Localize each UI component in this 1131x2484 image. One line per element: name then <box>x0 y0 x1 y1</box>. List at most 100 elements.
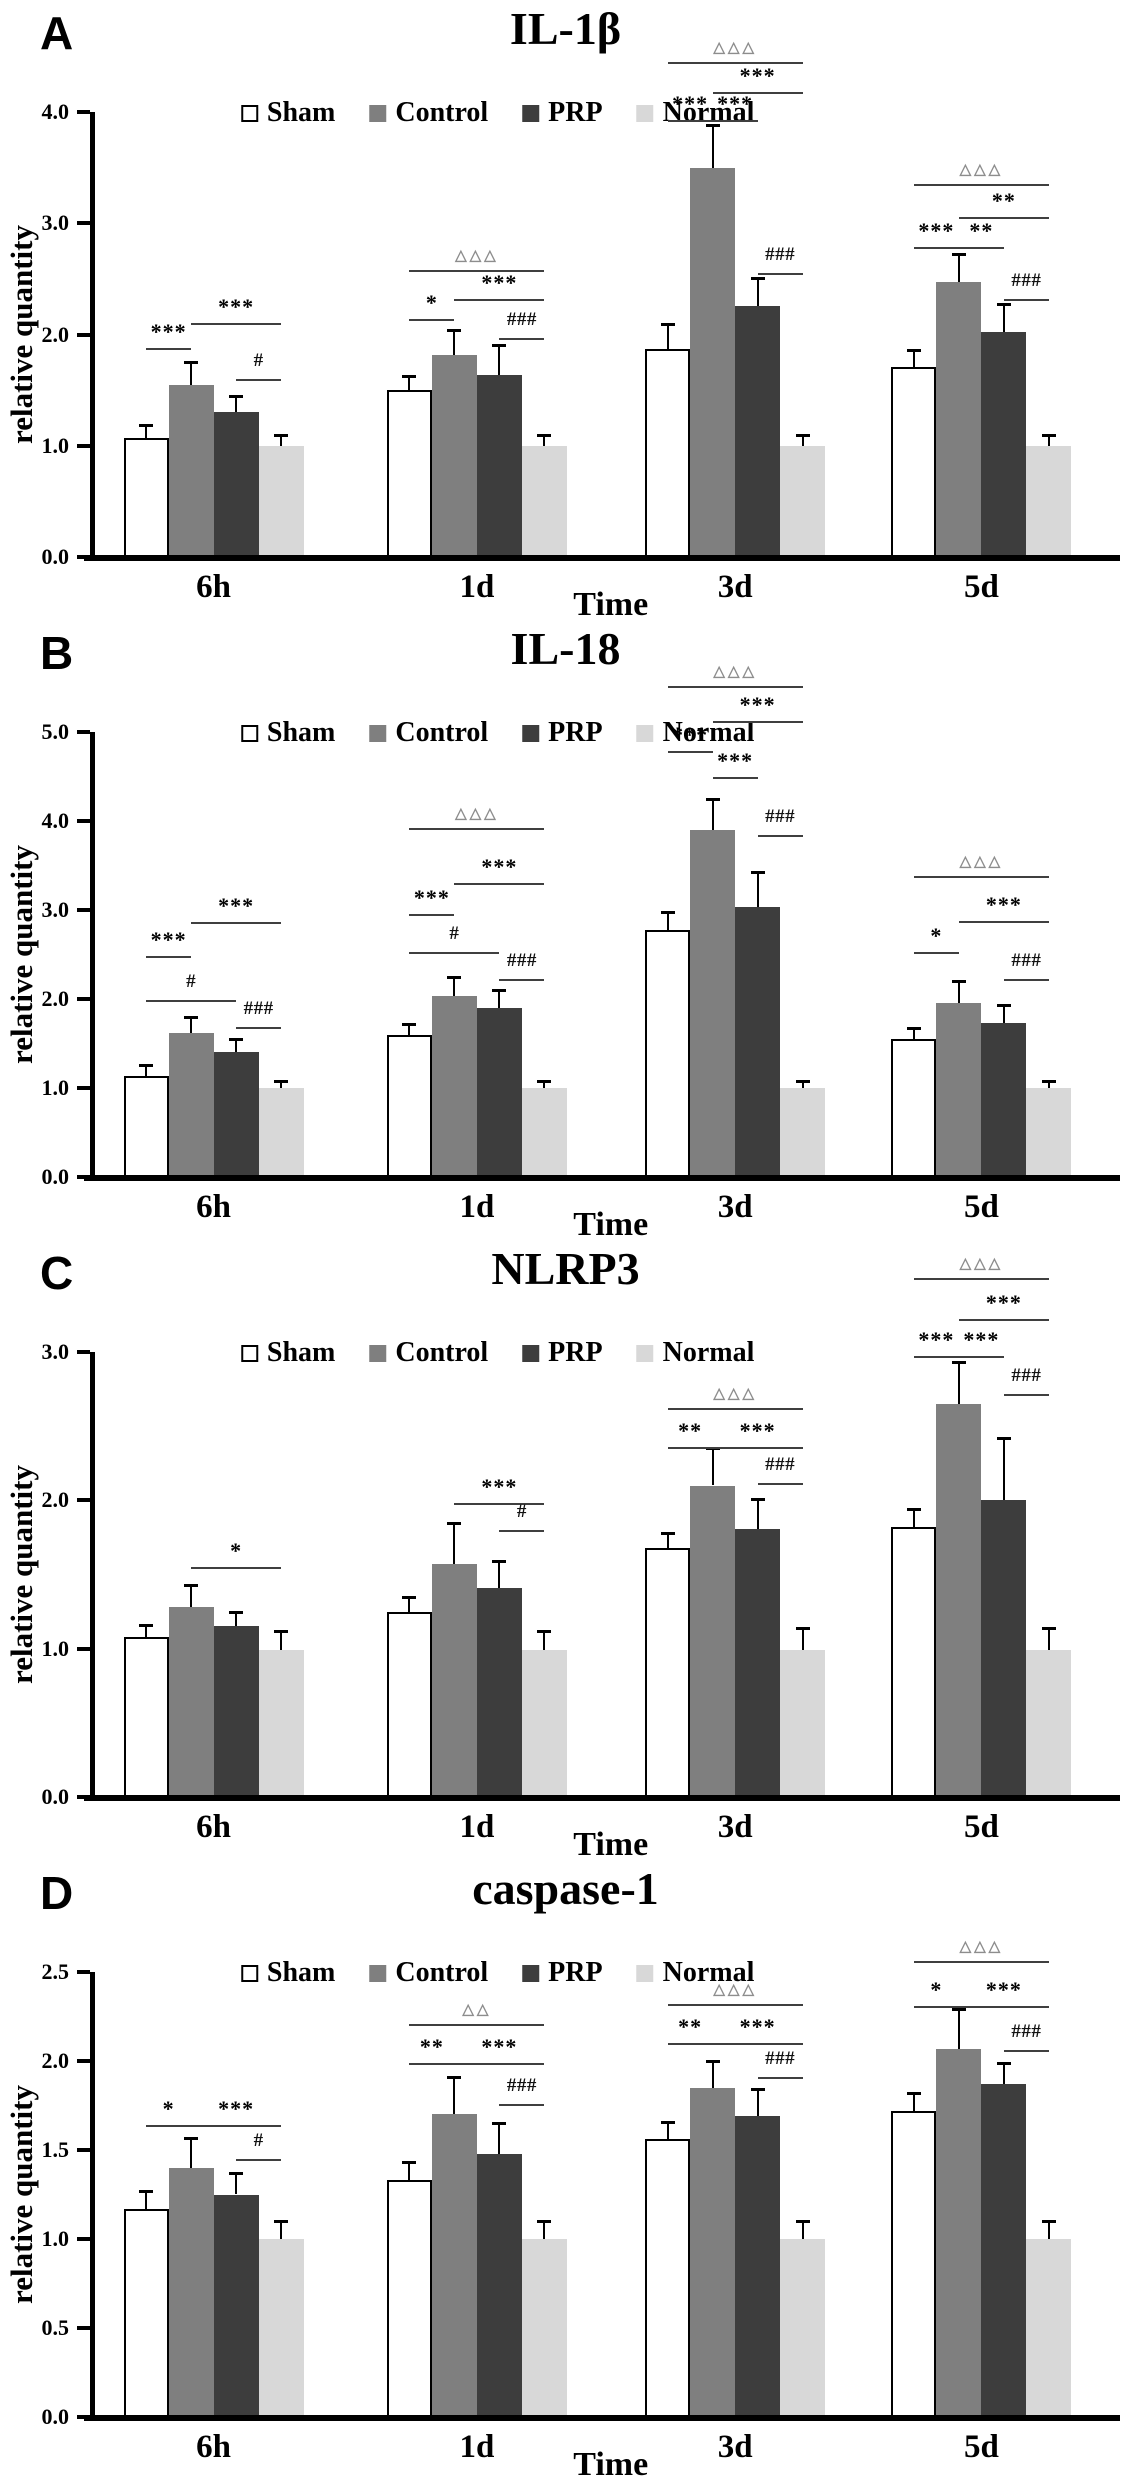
y-axis-tick-label: 4.0 <box>41 99 70 124</box>
error-bar-prp-5d <box>1002 304 1005 333</box>
y-axis-tick-label: 1.0 <box>41 1075 70 1100</box>
panel-B: B IL-18 relative quantity Sham Control PRP… <box>0 620 1131 1243</box>
significance-bracket <box>757 1482 803 1485</box>
error-bar-sham-5d <box>912 350 915 367</box>
legend-label: Sham <box>266 1337 336 1368</box>
significance-bracket <box>667 61 803 64</box>
error-bar-normal-6h <box>280 434 283 446</box>
y-axis-tick-label: 2.0 <box>41 2048 70 2073</box>
significance-bracket <box>499 337 545 340</box>
panel-letter: C <box>40 1247 74 1299</box>
bar-control-6h <box>168 1607 214 1797</box>
bar-normal-1d <box>521 445 567 557</box>
significance-label: * <box>930 1976 943 2002</box>
error-bar-cap <box>447 1521 462 1525</box>
legend-label: Control <box>395 717 489 748</box>
legend-label: PRP <box>548 1957 603 1988</box>
bar-control-3d <box>690 829 736 1177</box>
bar-control-1d <box>431 2114 477 2417</box>
significance-bracket <box>757 835 803 838</box>
significance-bracket <box>236 1026 282 1029</box>
significance-bracket <box>958 2005 1049 2008</box>
significance-label: *** <box>672 721 709 747</box>
error-bar-cap <box>705 797 720 801</box>
legend-label: Control <box>395 1957 489 1988</box>
plot-area: 0.0 1.0 2.0 3.0 4.0 5.0 *** # *** ### *** # *** ### △△… <box>42 664 1100 1225</box>
error-bar-normal-6h <box>280 1080 283 1088</box>
bar-sham-6h <box>123 2208 169 2417</box>
x-tick-label-5d: 5d <box>963 2429 999 2465</box>
y-axis-tick <box>77 332 90 337</box>
error-bar-cap <box>906 349 921 353</box>
error-bar-sham-1d <box>408 2162 411 2181</box>
significance-bracket <box>499 1530 545 1532</box>
error-bar-cap <box>795 2220 810 2224</box>
error-bar-prp-6h <box>235 1611 238 1627</box>
legend-label: Normal <box>662 1957 755 1988</box>
bar-normal-5d <box>1026 1650 1072 1797</box>
plot-area: 0.0 1.0 2.0 3.0 4.0 *** *** # ### * *** △△△ ### *** **… <box>42 40 1100 605</box>
bar-normal-5d <box>1026 445 1072 557</box>
significance-label: *** <box>918 1327 955 1353</box>
bar-prp-5d <box>981 2084 1027 2417</box>
bar-control-6h <box>168 384 214 557</box>
error-bar-control-5d <box>957 2009 960 2049</box>
x-axis-line <box>84 1795 1120 1801</box>
significance-label: *** <box>739 1417 776 1443</box>
significance-label: ** <box>969 217 994 243</box>
significance-bracket <box>454 2062 545 2065</box>
error-bar-sham-5d <box>912 1028 915 1040</box>
significance-label: *** <box>150 927 187 953</box>
panel-D: D caspase-1 relative quantity Sham Contro… <box>0 1860 1131 2483</box>
error-bar-prp-1d <box>498 1561 501 1588</box>
bar-prp-5d <box>981 332 1027 557</box>
panel-title: caspase-1 <box>472 1863 659 1914</box>
error-bar-cap <box>447 329 462 333</box>
y-axis-tick <box>77 908 90 912</box>
significance-bracket <box>454 298 545 301</box>
bar-prp-1d <box>476 374 522 557</box>
error-bar-cap <box>274 433 289 437</box>
panel-letter: B <box>40 627 74 679</box>
bar-sham-5d <box>891 1527 937 1797</box>
error-bar-normal-5d <box>1047 1627 1050 1651</box>
error-bar-cap <box>1041 1079 1056 1083</box>
legend-item-control: Control <box>369 1957 488 1989</box>
error-bar-cap <box>906 1508 921 1512</box>
x-tick-label-6h: 6h <box>196 1809 231 1845</box>
bar-control-5d <box>936 2048 982 2417</box>
error-bar-cap <box>1041 433 1056 437</box>
error-bar-cap <box>660 323 675 327</box>
bar-normal-6h <box>258 1088 304 1177</box>
significance-label: *** <box>150 318 187 344</box>
significance-label: ### <box>1011 269 1042 291</box>
error-bar-prp-3d <box>756 1498 759 1529</box>
significance-bracket <box>712 2043 803 2046</box>
error-bar-cap <box>537 2220 552 2224</box>
legend-swatch-sham <box>240 1964 258 1982</box>
y-axis-tick-label: 1.0 <box>41 1635 70 1661</box>
bar-normal-5d <box>1026 1088 1072 1177</box>
significance-bracket <box>913 1356 959 1359</box>
legend-label: Sham <box>266 1957 336 1988</box>
significance-bracket <box>191 2125 282 2128</box>
significance-bracket <box>667 2043 713 2046</box>
significance-label: △△△ <box>713 39 757 56</box>
significance-bracket <box>1003 298 1049 301</box>
legend-swatch-prp <box>522 1964 540 1982</box>
bar-prp-3d <box>735 1528 781 1797</box>
error-bar-prp-3d <box>756 2089 759 2117</box>
y-axis-tick <box>77 997 90 1001</box>
error-bar-sham-6h <box>145 1624 148 1637</box>
error-bar-cap <box>906 1027 921 1031</box>
significance-label: ** <box>678 1417 703 1443</box>
error-bar-cap <box>996 1437 1011 1441</box>
significance-label: *** <box>481 1474 518 1500</box>
bar-control-1d <box>431 354 477 557</box>
significance-label: *** <box>985 891 1022 917</box>
legend-item-prp: PRP <box>522 717 603 749</box>
error-bar-prp-1d <box>498 990 501 1008</box>
error-bar-sham-3d <box>666 911 669 930</box>
significance-bracket <box>958 920 1049 923</box>
significance-bracket <box>667 119 713 122</box>
